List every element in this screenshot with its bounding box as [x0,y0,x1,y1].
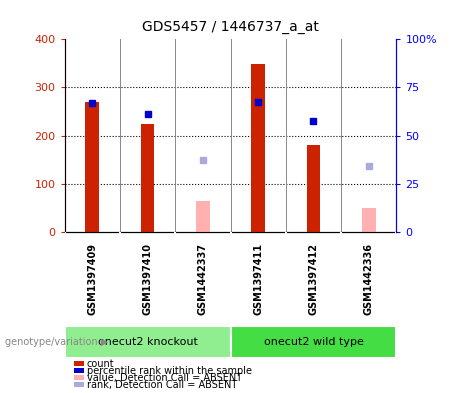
Bar [141,123,154,232]
Text: onecut2 knockout: onecut2 knockout [98,337,197,347]
Text: GSM1397411: GSM1397411 [253,243,263,315]
Bar [230,326,396,358]
Bar [85,102,99,232]
Text: percentile rank within the sample: percentile rank within the sample [87,365,252,376]
Text: count: count [87,358,114,369]
Text: GSM1442337: GSM1442337 [198,243,208,315]
Text: GSM1397412: GSM1397412 [308,243,319,315]
Text: onecut2 wild type: onecut2 wild type [264,337,363,347]
Bar [362,208,376,232]
Text: rank, Detection Call = ABSENT: rank, Detection Call = ABSENT [87,380,237,390]
Bar [196,200,210,232]
Text: GSM1397410: GSM1397410 [142,243,153,315]
Text: value, Detection Call = ABSENT: value, Detection Call = ABSENT [87,373,242,383]
Bar [307,145,320,232]
Bar [251,64,265,232]
Title: GDS5457 / 1446737_a_at: GDS5457 / 1446737_a_at [142,20,319,34]
Text: GSM1442336: GSM1442336 [364,243,374,315]
Text: genotype/variation ▶: genotype/variation ▶ [5,337,108,347]
Bar [65,326,230,358]
Text: GSM1397409: GSM1397409 [87,243,97,315]
